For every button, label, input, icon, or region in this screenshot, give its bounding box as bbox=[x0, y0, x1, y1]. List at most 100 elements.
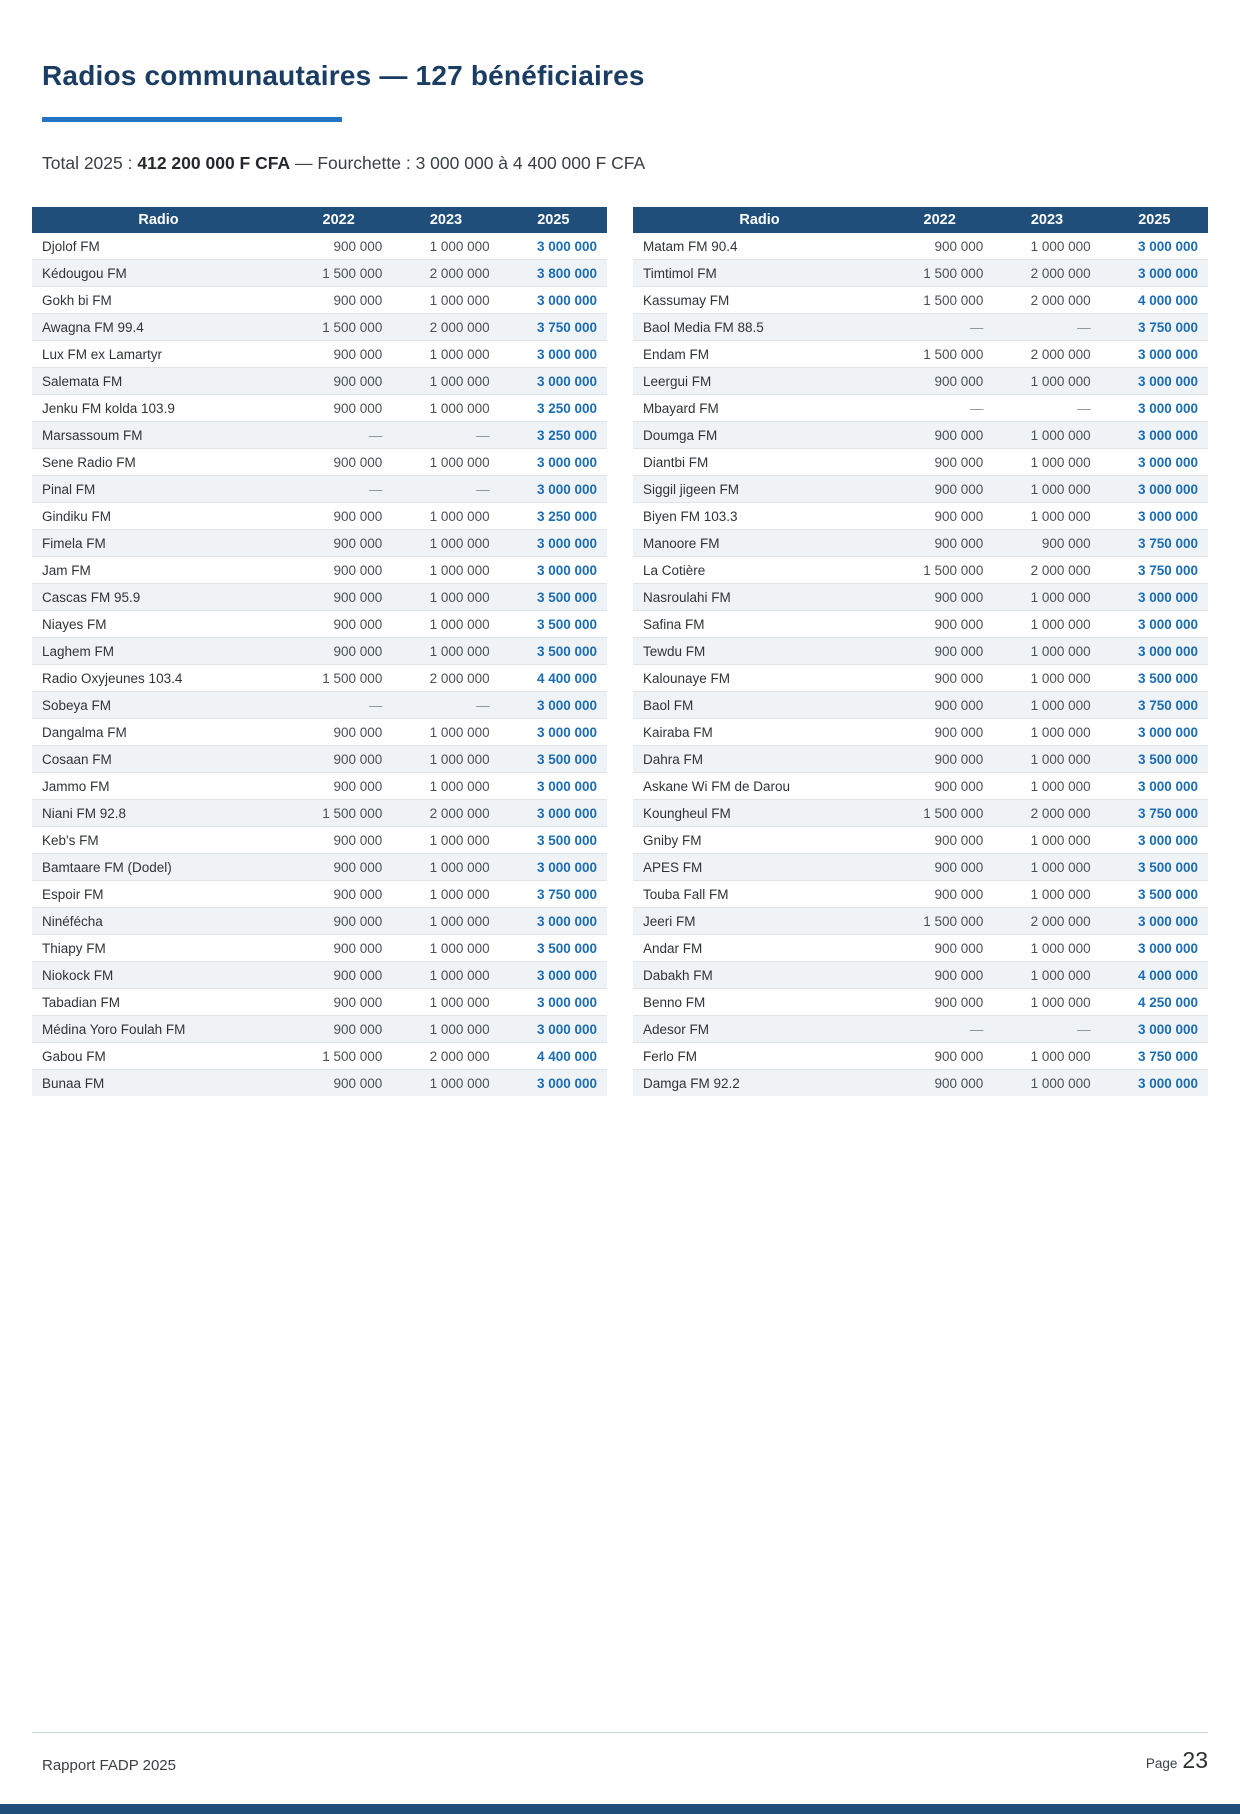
radio-name: Jeeri FM bbox=[633, 907, 886, 935]
page-footer: Rapport FADP 2025 Page 23 bbox=[32, 1732, 1208, 1774]
value-2023: 1 000 000 bbox=[993, 421, 1101, 449]
value-2025: 3 000 000 bbox=[499, 961, 607, 989]
value-2025: 3 000 000 bbox=[1100, 394, 1208, 422]
radio-name: Cosaan FM bbox=[32, 745, 285, 773]
table-row: Keb's FM 900 000 1 000 000 3 500 000 bbox=[32, 826, 607, 854]
value-2023: 1 000 000 bbox=[993, 1042, 1101, 1070]
table-row: Pinal FM — —3 000 000 bbox=[32, 475, 607, 503]
value-2023: — bbox=[392, 421, 500, 449]
radio-name: Kairaba FM bbox=[633, 718, 886, 746]
value-2025: 3 000 000 bbox=[499, 718, 607, 746]
radio-name: Askane Wi FM de Darou bbox=[633, 772, 886, 800]
value-2025: 3 000 000 bbox=[1100, 448, 1208, 476]
report-page: Radios communautaires — 127 bénéficiaire… bbox=[0, 60, 1240, 1096]
value-2023: 1 000 000 bbox=[993, 691, 1101, 719]
value-2023: 1 000 000 bbox=[993, 637, 1101, 665]
value-2022: — bbox=[285, 691, 393, 719]
value-2022: 900 000 bbox=[285, 367, 393, 395]
radio-name: Manoore FM bbox=[633, 529, 886, 557]
value-2023: 1 000 000 bbox=[392, 718, 500, 746]
table-row: Jenku FM kolda 103.9 900 000 1 000 000 3 25… bbox=[32, 394, 607, 422]
funding-table-right: Radio 2022 2023 2025 Matam FM 90.4 900 000 1 … bbox=[633, 207, 1208, 1096]
value-2023: 1 000 000 bbox=[993, 853, 1101, 881]
table-row: Nasroulahi FM 900 000 1 000 000 3 000 000 bbox=[633, 583, 1208, 611]
radio-name: Dangalma FM bbox=[32, 718, 285, 746]
value-2022: 900 000 bbox=[886, 772, 994, 800]
value-2022: 900 000 bbox=[285, 826, 393, 854]
value-2023: 1 000 000 bbox=[392, 961, 500, 989]
value-2023: 900 000 bbox=[993, 529, 1101, 557]
value-2023: 1 000 000 bbox=[392, 340, 500, 368]
value-2023: 2 000 000 bbox=[993, 340, 1101, 368]
value-2025: 3 750 000 bbox=[1100, 1042, 1208, 1070]
value-2025: 3 500 000 bbox=[1100, 745, 1208, 773]
radio-name: Niani FM 92.8 bbox=[32, 799, 285, 827]
radio-name: Doumga FM bbox=[633, 421, 886, 449]
title-accent-rule bbox=[42, 117, 342, 122]
bottom-accent-bar bbox=[0, 1804, 1240, 1814]
radio-name: Andar FM bbox=[633, 934, 886, 962]
value-2022: 900 000 bbox=[886, 502, 994, 530]
table-row: Ninéfécha 900 000 1 000 000 3 000 000 bbox=[32, 907, 607, 935]
value-2025: 3 000 000 bbox=[499, 907, 607, 935]
radio-name: Koungheul FM bbox=[633, 799, 886, 827]
table-row: Cascas FM 95.9 900 000 1 000 000 3 500 000 bbox=[32, 583, 607, 611]
value-2022: 900 000 bbox=[285, 1069, 393, 1096]
radio-name: Djolof FM bbox=[42, 238, 100, 254]
value-2022: 1 500 000 bbox=[886, 799, 994, 827]
value-2022: 900 000 bbox=[285, 394, 393, 422]
footer-page-indicator: Page 23 bbox=[1146, 1747, 1208, 1774]
radio-name: Baol Media FM 88.5 bbox=[633, 313, 886, 341]
value-2023: 1 000 000 bbox=[392, 853, 500, 881]
table-row: Niani FM 92.8 1 500 000 2 000 000 3 000 000 bbox=[32, 799, 607, 827]
value-2025: 3 000 000 bbox=[1100, 475, 1208, 503]
value-2023: 1 000 000 bbox=[392, 556, 500, 584]
value-2025: 4 400 000 bbox=[499, 1042, 607, 1070]
value-2022: 900 000 bbox=[285, 529, 393, 557]
radio-name: Damga FM 92.2 bbox=[633, 1069, 886, 1096]
page-label: Page bbox=[1145, 1756, 1178, 1771]
table-row: Adesor FM — —3 000 000 bbox=[633, 1015, 1208, 1043]
table-row: Médina Yoro Foulah FM 900 000 1 000 000 3 0… bbox=[32, 1015, 607, 1043]
value-2023: 1 000 000 bbox=[392, 907, 500, 935]
radio-name: Ferlo FM bbox=[633, 1042, 886, 1070]
radio-name: Jammo FM bbox=[32, 772, 285, 800]
radio-name: Leergui FM bbox=[633, 367, 886, 395]
value-2025: 3 000 000 bbox=[1100, 1069, 1208, 1096]
value-2023: 1 000 000 bbox=[993, 502, 1101, 530]
value-2023: 1 000 000 bbox=[993, 988, 1101, 1016]
value-2025: 3 500 000 bbox=[1100, 880, 1208, 908]
value-2022: 900 000 bbox=[886, 421, 994, 449]
table-row: Damga FM 92.2 900 000 1 000 000 3 000 000 bbox=[633, 1069, 1208, 1096]
table-row: Dahra FM 900 000 1 000 000 3 500 000 bbox=[633, 745, 1208, 773]
radio-name: Médina Yoro Foulah FM bbox=[32, 1015, 285, 1043]
value-2022: — bbox=[886, 1015, 994, 1043]
value-2022: 1 500 000 bbox=[285, 259, 393, 287]
table-row: Leergui FM 900 000 1 000 000 3 000 000 bbox=[633, 367, 1208, 395]
value-2022: 900 000 bbox=[285, 934, 393, 962]
value-2022: 900 000 bbox=[285, 286, 393, 314]
table-row: Salemata FM 900 000 1 000 000 3 000 000 bbox=[32, 367, 607, 395]
value-2025: 3 000 000 bbox=[499, 367, 607, 395]
table-header: Radio 2022 2023 2025 bbox=[633, 207, 1208, 233]
value-2023: 2 000 000 bbox=[993, 556, 1101, 584]
radio-name: Dahra FM bbox=[633, 745, 886, 773]
value-2025: 3 000 000 bbox=[1100, 421, 1208, 449]
radio-name: Cascas FM 95.9 bbox=[32, 583, 285, 611]
table-row: Thiapy FM 900 000 1 000 000 3 500 000 bbox=[32, 934, 607, 962]
radio-name: Touba Fall FM bbox=[633, 880, 886, 908]
radio-name: Matam FM 90.4 bbox=[643, 238, 738, 254]
radio-name: Sobeya FM bbox=[32, 691, 285, 719]
value-2023: 1 000 000 bbox=[392, 448, 500, 476]
value-2025: 3 750 000 bbox=[1100, 799, 1208, 827]
radio-name: Timtimol FM bbox=[633, 259, 886, 287]
radio-name: Niayes FM bbox=[32, 610, 285, 638]
radio-name: Mbayard FM bbox=[633, 394, 886, 422]
table-row: Andar FM 900 000 1 000 000 3 000 000 bbox=[633, 934, 1208, 962]
radio-name: Endam FM bbox=[633, 340, 886, 368]
value-2023: 1 000 000 bbox=[429, 238, 490, 254]
value-2025: 3 000 000 bbox=[499, 286, 607, 314]
table-row: Gindiku FM 900 000 1 000 000 3 250 000 bbox=[32, 502, 607, 530]
value-2025: 3 500 000 bbox=[499, 610, 607, 638]
value-2023: 1 000 000 bbox=[392, 772, 500, 800]
